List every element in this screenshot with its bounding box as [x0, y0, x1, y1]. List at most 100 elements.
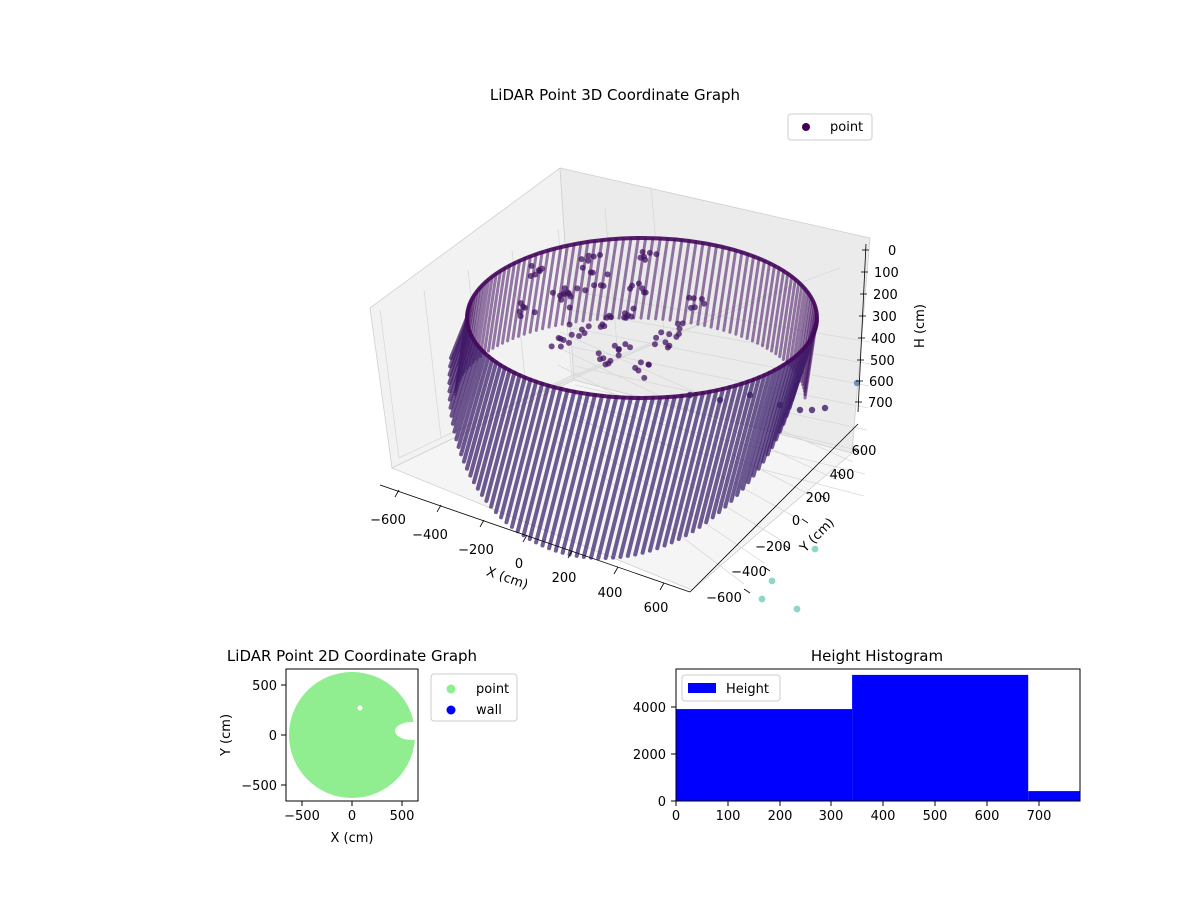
y-tick-label-2d: 500	[252, 679, 277, 694]
scan-point	[561, 285, 568, 292]
scan-point	[808, 406, 816, 414]
y-tick-label-2d: 0	[269, 729, 277, 744]
x-tick-label-hist: 300	[819, 809, 844, 824]
wall-column-front	[475, 368, 512, 491]
x-tick-label: −200	[458, 543, 494, 558]
grid-line-3d	[576, 420, 865, 497]
wall-column-front	[471, 365, 507, 485]
wall-column-back	[553, 244, 569, 328]
wall-column-front	[751, 363, 786, 478]
z-tick-label: 100	[874, 266, 899, 281]
wall-column-back	[716, 247, 731, 331]
legend-histogram: Height	[681, 674, 781, 702]
wall-column-back	[602, 237, 618, 321]
scan-point	[701, 300, 708, 307]
scan-point	[686, 294, 693, 301]
wall-column-back	[675, 239, 691, 323]
scan-point	[574, 285, 581, 292]
legend-label-wall: wall	[476, 703, 502, 718]
scan-point	[585, 323, 592, 330]
plot-frame-histogram	[675, 668, 1081, 802]
scan-point	[531, 309, 538, 316]
grid-line-3d	[423, 289, 442, 439]
scan-point	[579, 264, 586, 271]
wall-column-front	[746, 365, 782, 485]
grid-line-3d	[557, 364, 821, 501]
scan-point	[646, 249, 653, 256]
y-tick-mark	[783, 544, 791, 550]
chart-2d: LiDAR Point 2D Coordinate Graph 500 0 −5…	[219, 647, 518, 846]
legend-2d: point wall	[430, 673, 518, 722]
wall-column-front	[676, 388, 719, 541]
wall-column-front	[740, 368, 777, 491]
legend-marker-height	[688, 683, 716, 693]
wall-column-front	[662, 390, 706, 548]
scan-point	[716, 396, 724, 404]
wall-column-back	[745, 257, 761, 341]
legend-hist-frame	[681, 674, 781, 702]
wall-column-front	[618, 395, 663, 559]
wall-column-front	[493, 377, 533, 515]
scan-point	[653, 251, 660, 258]
y-tick-mark	[763, 566, 771, 572]
wall-column-front	[449, 316, 469, 360]
scan-point	[611, 342, 618, 349]
scan-point	[746, 391, 754, 399]
x-tick-label-hist: 400	[871, 809, 896, 824]
scan-point	[666, 331, 673, 338]
scan-point	[690, 295, 697, 302]
wall-column-back	[781, 277, 797, 361]
wall-column-front	[527, 388, 570, 541]
scan-point	[597, 356, 604, 363]
y-tick-label-hist: 2000	[633, 748, 666, 763]
wall-column-back	[728, 250, 744, 334]
legend-label-height: Height	[726, 682, 769, 697]
x-tick-mark	[613, 566, 619, 575]
outlier-point	[811, 545, 819, 553]
wall-column-front	[499, 379, 539, 520]
wall-column-front	[449, 339, 477, 418]
y-tick-label: −400	[731, 565, 767, 580]
wall-column-back	[478, 275, 494, 359]
scan-point	[639, 249, 646, 256]
wall-column-back	[770, 269, 786, 353]
wall-column-back	[541, 247, 556, 331]
wall-column-back	[740, 254, 756, 338]
y-tick-mark	[852, 448, 860, 454]
wall-column-front	[574, 395, 619, 558]
wall-column-back	[500, 261, 516, 345]
wall-column-front	[468, 363, 503, 478]
y-tick-mark	[836, 471, 844, 477]
scan-point	[676, 325, 683, 332]
scan-point	[560, 336, 567, 343]
wall-column-back	[506, 259, 522, 343]
wall-column-front	[729, 373, 767, 503]
scan-point	[601, 323, 608, 330]
x-tick-mark	[567, 550, 573, 559]
scan-point	[582, 287, 589, 294]
grid-line-3d	[555, 440, 745, 585]
grid-line-3d	[572, 346, 869, 409]
wall-column-front	[461, 357, 495, 464]
wall-column-front	[756, 360, 790, 471]
grid-line-3d	[604, 207, 619, 357]
scan-point	[776, 401, 784, 409]
x-tick-mark	[436, 504, 442, 513]
y-tick-label-hist: 4000	[633, 701, 666, 716]
z-ticks: 0 100 200 300 400 500 600 700 H (cm)	[855, 244, 928, 411]
scan-point	[566, 321, 573, 328]
wall-column-front	[690, 385, 732, 534]
scan-point	[591, 282, 598, 289]
scan-point	[624, 312, 631, 319]
wall-column-back	[624, 236, 640, 320]
legend-label-point-2d: point	[476, 682, 509, 697]
wall-column-back	[522, 252, 538, 336]
outlier-point	[758, 595, 766, 603]
wall-column-front	[647, 393, 692, 553]
wall-column-back	[750, 259, 766, 343]
z-axis-label: H (cm)	[913, 304, 928, 348]
wall-column-front	[504, 381, 545, 525]
scan-point	[606, 312, 613, 319]
y-tick-label: −600	[706, 591, 742, 606]
scan-point	[576, 332, 583, 339]
